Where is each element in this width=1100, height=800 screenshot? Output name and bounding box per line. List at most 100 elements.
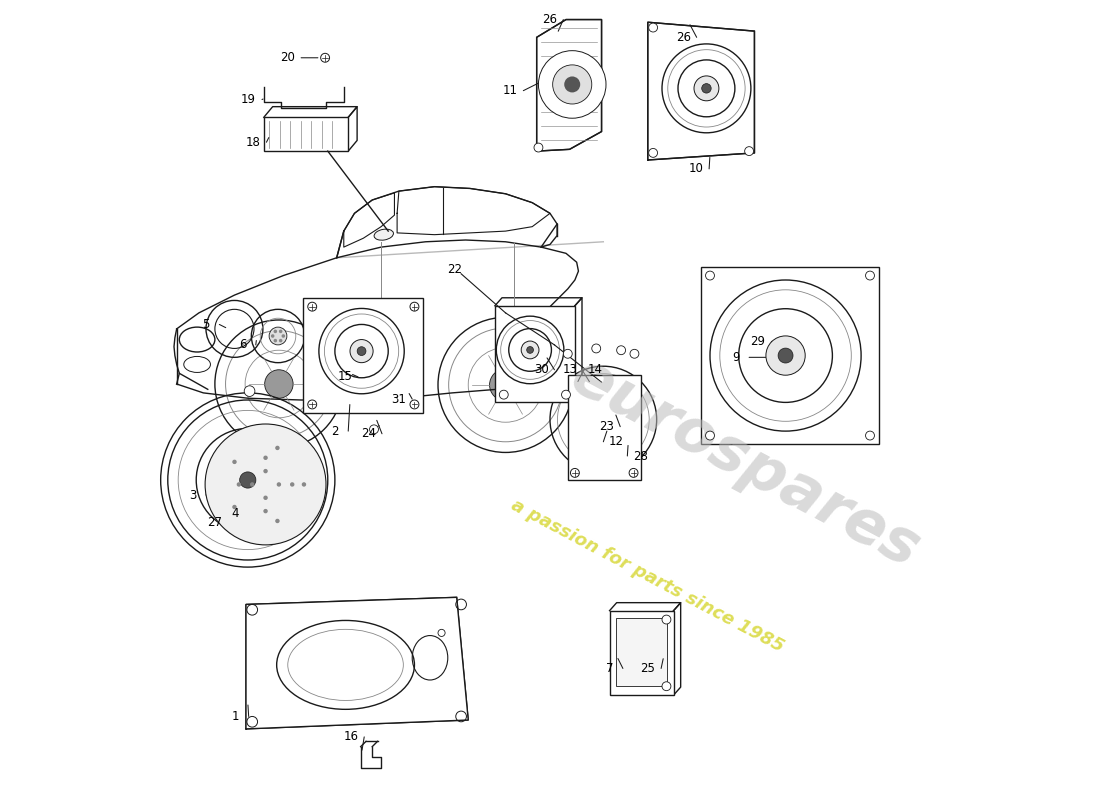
Bar bbox=[701, 266, 879, 445]
Circle shape bbox=[745, 146, 754, 155]
Circle shape bbox=[563, 350, 572, 358]
Text: 20: 20 bbox=[280, 51, 295, 64]
Polygon shape bbox=[648, 22, 755, 160]
Circle shape bbox=[410, 400, 419, 409]
Text: 29: 29 bbox=[750, 335, 766, 348]
Text: 9: 9 bbox=[732, 351, 739, 364]
Text: 7: 7 bbox=[606, 662, 614, 675]
Text: 25: 25 bbox=[640, 662, 656, 675]
Text: 14: 14 bbox=[587, 363, 603, 376]
Circle shape bbox=[232, 505, 236, 510]
Circle shape bbox=[490, 369, 521, 401]
Circle shape bbox=[263, 469, 267, 474]
Circle shape bbox=[350, 339, 373, 362]
Text: 31: 31 bbox=[392, 393, 406, 406]
Circle shape bbox=[263, 455, 267, 460]
Text: 4: 4 bbox=[232, 507, 239, 520]
Circle shape bbox=[236, 482, 241, 486]
Circle shape bbox=[290, 482, 295, 486]
Bar bbox=[264, 118, 349, 151]
Circle shape bbox=[499, 390, 508, 399]
Bar bbox=[609, 610, 673, 695]
Circle shape bbox=[279, 339, 283, 342]
Polygon shape bbox=[246, 598, 469, 729]
Circle shape bbox=[521, 341, 539, 359]
Text: eurospares: eurospares bbox=[561, 347, 930, 581]
Circle shape bbox=[274, 339, 277, 342]
Circle shape bbox=[308, 400, 317, 409]
Circle shape bbox=[866, 271, 874, 280]
Circle shape bbox=[702, 84, 712, 93]
Circle shape bbox=[410, 302, 419, 311]
Text: 11: 11 bbox=[503, 84, 517, 97]
Circle shape bbox=[630, 350, 639, 358]
Text: 23: 23 bbox=[600, 420, 614, 433]
Circle shape bbox=[705, 271, 714, 280]
Bar bbox=[304, 298, 424, 414]
Text: 1: 1 bbox=[232, 710, 239, 723]
Circle shape bbox=[270, 327, 287, 345]
Circle shape bbox=[592, 344, 601, 353]
Circle shape bbox=[277, 482, 282, 486]
Text: a passion for parts since 1985: a passion for parts since 1985 bbox=[508, 496, 788, 656]
Circle shape bbox=[538, 50, 606, 118]
Circle shape bbox=[694, 76, 719, 101]
Circle shape bbox=[562, 390, 571, 399]
Circle shape bbox=[263, 509, 267, 514]
Circle shape bbox=[263, 495, 267, 500]
Circle shape bbox=[282, 334, 285, 338]
Text: 19: 19 bbox=[241, 93, 256, 106]
Circle shape bbox=[244, 386, 255, 397]
Circle shape bbox=[662, 615, 671, 624]
Text: 12: 12 bbox=[609, 435, 624, 448]
Circle shape bbox=[552, 65, 592, 104]
Circle shape bbox=[321, 54, 330, 62]
Bar bbox=[616, 618, 668, 686]
Circle shape bbox=[571, 469, 580, 478]
Text: 13: 13 bbox=[563, 363, 578, 376]
Circle shape bbox=[590, 406, 617, 433]
Text: 10: 10 bbox=[689, 162, 703, 175]
Circle shape bbox=[358, 346, 366, 355]
Ellipse shape bbox=[374, 229, 394, 240]
Circle shape bbox=[534, 143, 543, 152]
Circle shape bbox=[527, 346, 534, 354]
Text: 22: 22 bbox=[448, 263, 462, 276]
Text: 16: 16 bbox=[343, 730, 359, 743]
Circle shape bbox=[275, 446, 279, 450]
Text: 15: 15 bbox=[338, 370, 352, 383]
Circle shape bbox=[240, 472, 256, 488]
Circle shape bbox=[766, 336, 805, 375]
Circle shape bbox=[778, 348, 793, 363]
Circle shape bbox=[308, 302, 317, 311]
Circle shape bbox=[250, 482, 254, 486]
Polygon shape bbox=[537, 19, 602, 151]
Text: 3: 3 bbox=[189, 489, 197, 502]
Circle shape bbox=[271, 334, 274, 338]
Circle shape bbox=[629, 469, 638, 478]
Text: 24: 24 bbox=[361, 427, 376, 440]
Circle shape bbox=[275, 518, 279, 523]
Circle shape bbox=[274, 330, 277, 333]
Circle shape bbox=[265, 370, 293, 398]
Circle shape bbox=[438, 630, 446, 637]
Text: 28: 28 bbox=[634, 450, 648, 462]
Text: 5: 5 bbox=[202, 318, 210, 331]
Text: 26: 26 bbox=[542, 13, 558, 26]
Text: 18: 18 bbox=[245, 136, 261, 149]
Text: 27: 27 bbox=[208, 516, 222, 529]
Circle shape bbox=[662, 682, 671, 690]
Text: 30: 30 bbox=[534, 363, 549, 376]
Circle shape bbox=[279, 330, 283, 333]
Text: 2: 2 bbox=[331, 425, 339, 438]
Text: 26: 26 bbox=[675, 31, 691, 44]
Bar bbox=[568, 375, 640, 480]
Circle shape bbox=[301, 482, 306, 486]
Circle shape bbox=[866, 431, 874, 440]
Circle shape bbox=[705, 431, 714, 440]
Circle shape bbox=[649, 23, 658, 32]
Circle shape bbox=[649, 149, 658, 158]
Circle shape bbox=[232, 460, 236, 464]
Circle shape bbox=[227, 458, 270, 502]
Circle shape bbox=[205, 424, 326, 545]
